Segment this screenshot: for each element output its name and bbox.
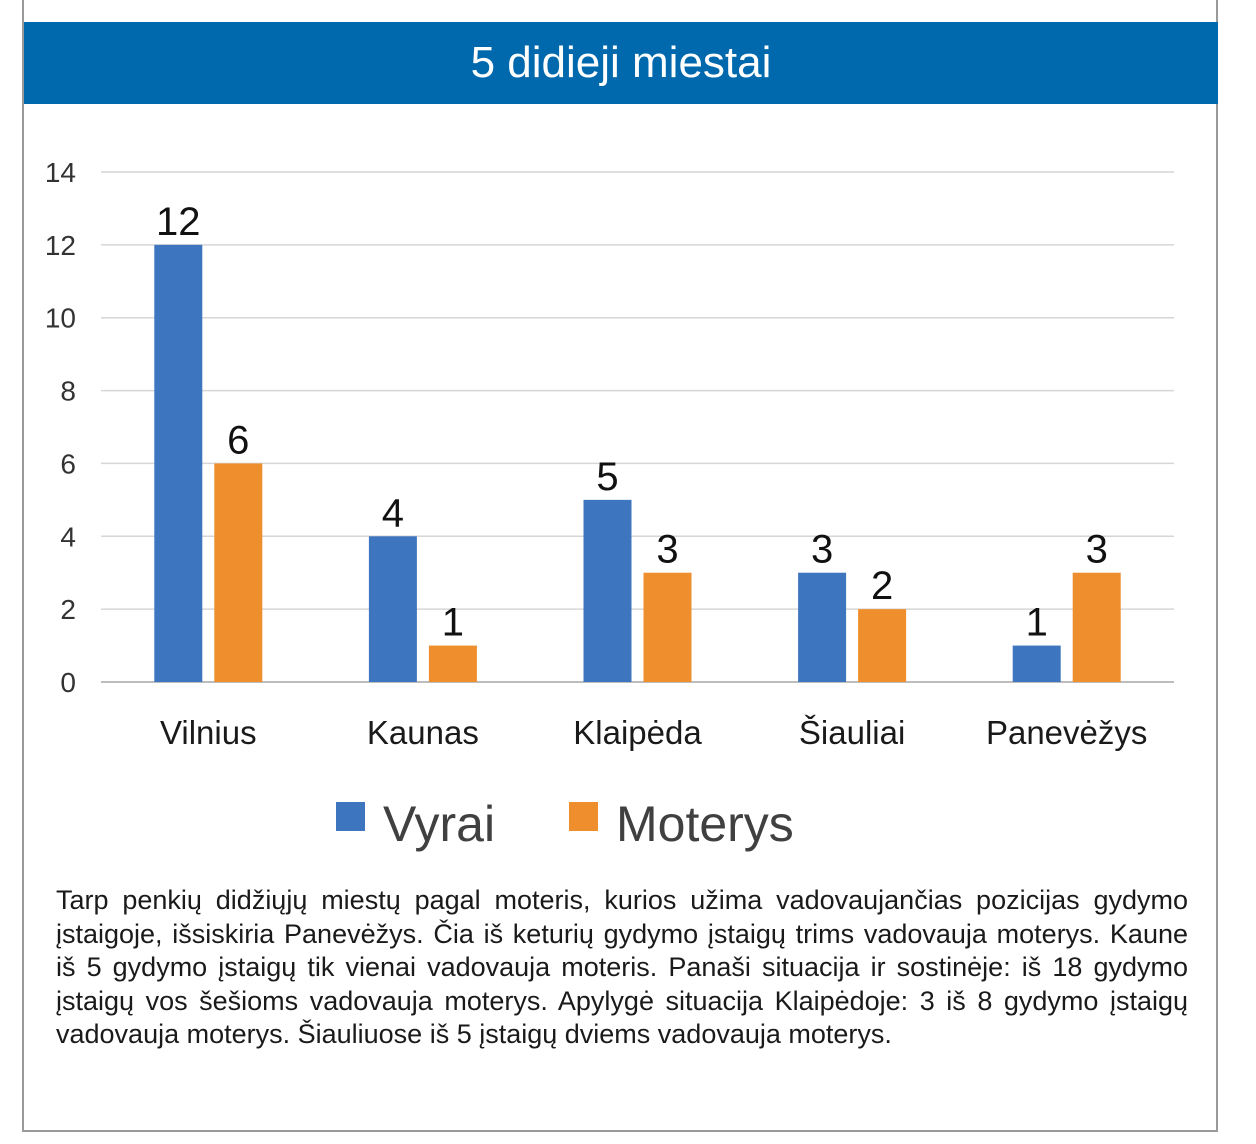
y-tick-label: 4 (60, 521, 76, 552)
data-label: 3 (656, 528, 678, 572)
y-tick-label: 0 (60, 667, 76, 698)
y-tick-label: 2 (60, 594, 76, 625)
legend-swatch (336, 802, 365, 831)
figure-frame (22, 0, 1218, 1132)
bar-vyrai (1012, 645, 1061, 682)
caption-text: Tarp penkių didžiųjų miestų pagal moteri… (56, 885, 1188, 1050)
bar-moterys (428, 645, 477, 682)
bar-moterys (643, 572, 692, 682)
bar-vyrai (798, 572, 847, 682)
data-label: 1 (1026, 601, 1048, 645)
chart-title: 5 didieji miestai (24, 22, 1218, 104)
bar-vyrai (368, 536, 417, 682)
data-label: 12 (156, 200, 201, 244)
bar-vyrai (154, 244, 203, 682)
x-tick-label: Panevėžys (986, 714, 1147, 751)
legend-swatch (569, 802, 598, 831)
data-label: 3 (1086, 528, 1108, 572)
bar-moterys (214, 463, 263, 682)
data-label: 3 (811, 528, 833, 572)
bar-vyrai (583, 499, 632, 682)
bar-moterys (1072, 572, 1121, 682)
x-tick-label: Klaipėda (573, 714, 702, 751)
bar-chart: 02468101214126Vilnius41Kaunas53Klaipėda3… (45, 157, 1174, 852)
data-label: 6 (227, 418, 249, 462)
bar-moterys (858, 609, 907, 682)
y-tick-label: 6 (60, 448, 76, 479)
y-tick-label: 10 (45, 303, 76, 334)
y-tick-label: 12 (45, 230, 76, 261)
y-tick-label: 14 (45, 157, 76, 188)
caption: Tarp penkių didžiųjų miestų pagal moteri… (56, 884, 1188, 1052)
data-label: 5 (596, 455, 618, 499)
x-tick-label: Šiauliai (799, 714, 905, 751)
x-tick-label: Kaunas (367, 714, 479, 751)
data-label: 2 (871, 564, 893, 608)
y-tick-label: 8 (60, 376, 76, 407)
legend-label: Moterys (616, 796, 794, 852)
x-tick-label: Vilnius (160, 714, 257, 751)
data-label: 1 (442, 601, 464, 645)
data-label: 4 (382, 491, 404, 535)
legend-label: Vyrai (383, 796, 495, 852)
